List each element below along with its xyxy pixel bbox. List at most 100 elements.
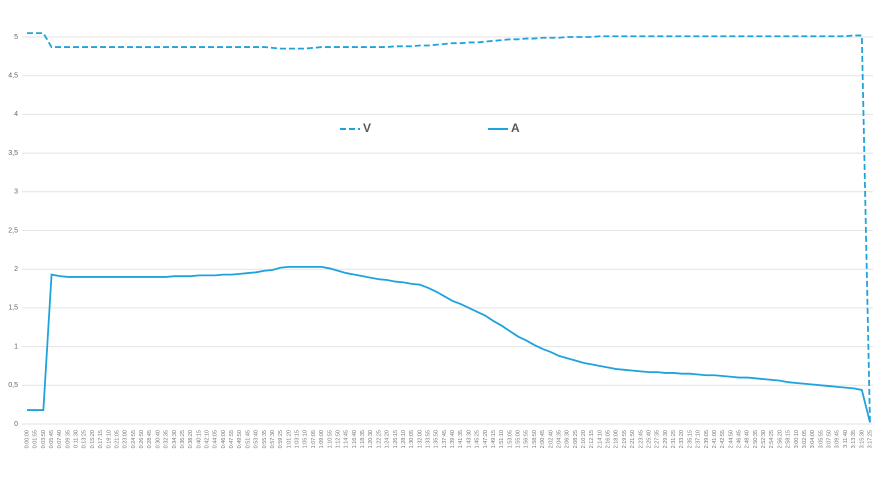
x-tick-label: 1:12:50 bbox=[335, 430, 341, 448]
x-tick-label: 1:09:00 bbox=[319, 430, 325, 448]
x-tick-label: 2:25:40 bbox=[646, 430, 652, 448]
x-tick-label: 2:10:20 bbox=[581, 430, 587, 448]
y-tick-label: 4 bbox=[14, 111, 18, 118]
y-tick-label: 3,5 bbox=[8, 150, 18, 157]
x-tick-label: 2:37:10 bbox=[696, 430, 702, 448]
x-tick-label: 0:17:15 bbox=[98, 430, 104, 448]
x-tick-label: 2:12:15 bbox=[589, 430, 595, 448]
x-tick-label: 2:23:45 bbox=[638, 430, 644, 448]
x-tick-label: 2:42:55 bbox=[720, 430, 726, 448]
x-tick-label: 2:48:40 bbox=[745, 430, 751, 448]
x-tick-label: 1:05:10 bbox=[303, 430, 309, 448]
x-tick-label: 1:16:40 bbox=[352, 430, 358, 448]
x-tick-label: 0:53:40 bbox=[254, 430, 260, 448]
x-tick-label: 0:03:50 bbox=[41, 430, 47, 448]
y-tick-label: 0 bbox=[14, 421, 18, 428]
x-tick-label: 0:36:25 bbox=[180, 430, 186, 448]
x-tick-label: 0:24:55 bbox=[131, 430, 137, 448]
x-tick-label: 1:22:25 bbox=[376, 430, 382, 448]
x-tick-label: 0:44:05 bbox=[213, 430, 219, 448]
y-tick-label: 1,5 bbox=[8, 305, 18, 312]
x-tick-label: 1:47:20 bbox=[483, 430, 489, 448]
x-tick-label: 0:30:40 bbox=[155, 430, 161, 448]
x-tick-label: 3:09:45 bbox=[835, 430, 841, 448]
x-tick-label: 1:51:10 bbox=[499, 430, 505, 448]
x-tick-label: 0:32:35 bbox=[164, 430, 170, 448]
x-tick-label: 0:59:25 bbox=[278, 430, 284, 448]
x-tick-label: 1:53:05 bbox=[507, 430, 513, 448]
x-tick-label: 1:41:35 bbox=[458, 430, 464, 448]
x-tick-label: 0:38:20 bbox=[188, 430, 194, 448]
x-tick-label: 0:05:45 bbox=[49, 430, 55, 448]
x-tick-label: 0:28:45 bbox=[147, 430, 153, 448]
y-tick-label: 4,5 bbox=[8, 73, 18, 80]
x-tick-label: 2:31:25 bbox=[671, 430, 677, 448]
x-tick-label: 3:04:00 bbox=[810, 430, 816, 448]
x-tick-label: 2:41:00 bbox=[712, 430, 718, 448]
series-line bbox=[27, 32, 871, 425]
x-tick-label: 0:55:35 bbox=[262, 430, 268, 448]
x-tick-label: 0:42:10 bbox=[205, 430, 211, 448]
x-tick-label: 1:32:00 bbox=[417, 430, 423, 448]
x-tick-label: 1:18:35 bbox=[360, 430, 366, 448]
x-tick-label: 2:08:25 bbox=[573, 430, 579, 448]
x-tick-label: 1:03:15 bbox=[295, 430, 301, 448]
x-tick-label: 3:15:30 bbox=[859, 430, 865, 448]
x-tick-label: 0:40:15 bbox=[196, 430, 202, 448]
x-tick-label: 2:29:30 bbox=[663, 430, 669, 448]
x-tick-label: 1:28:10 bbox=[401, 430, 407, 448]
legend-label: V bbox=[363, 121, 371, 135]
x-tick-label: 2:18:00 bbox=[614, 430, 620, 448]
x-tick-label: 2:14:10 bbox=[597, 430, 603, 448]
y-tick-label: 1 bbox=[14, 343, 18, 350]
x-tick-label: 0:46:00 bbox=[221, 430, 227, 448]
series-line bbox=[27, 265, 871, 423]
legend-label: A bbox=[511, 121, 520, 135]
x-tick-label: 0:47:55 bbox=[229, 430, 235, 448]
x-tick-label: 0:15:20 bbox=[90, 430, 96, 448]
x-tick-label: 0:01:55 bbox=[33, 430, 39, 448]
x-tick-label: 2:00:45 bbox=[540, 430, 546, 448]
x-tick-label: 3:02:05 bbox=[802, 430, 808, 448]
x-tick-label: 3:13:35 bbox=[851, 430, 857, 448]
y-tick-label: 2,5 bbox=[8, 227, 18, 234]
x-tick-label: 2:06:30 bbox=[565, 430, 571, 448]
y-tick-label: 2 bbox=[14, 266, 18, 273]
x-tick-label: 1:45:25 bbox=[475, 430, 481, 448]
x-tick-label: 3:07:50 bbox=[827, 430, 833, 448]
x-tick-label: 0:11:30 bbox=[74, 430, 80, 448]
x-tick-label: 0:07:40 bbox=[57, 430, 63, 448]
x-tick-label: 1:49:15 bbox=[491, 430, 497, 448]
x-tick-label: 1:10:55 bbox=[327, 430, 333, 448]
x-tick-label: 0:19:10 bbox=[106, 430, 112, 448]
x-tick-label: 1:24:20 bbox=[385, 430, 391, 448]
x-tick-label: 0:57:30 bbox=[270, 430, 276, 448]
x-tick-label: 2:27:35 bbox=[655, 430, 661, 448]
x-tick-label: 1:43:30 bbox=[466, 430, 472, 448]
x-tick-label: 2:58:15 bbox=[786, 430, 792, 448]
x-tick-label: 3:17:25 bbox=[867, 430, 873, 448]
x-tick-label: 0:09:35 bbox=[65, 430, 71, 448]
x-tick-label: 0:00:00 bbox=[24, 430, 30, 448]
x-tick-label: 0:13:25 bbox=[82, 430, 88, 448]
x-tick-label: 3:11:40 bbox=[843, 430, 849, 448]
x-tick-label: 2:16:05 bbox=[606, 430, 612, 448]
x-tick-label: 1:35:50 bbox=[434, 430, 440, 448]
x-tick-label: 1:20:30 bbox=[368, 430, 374, 448]
x-tick-label: 2:56:20 bbox=[777, 430, 783, 448]
x-tick-label: 0:23:00 bbox=[123, 430, 129, 448]
x-tick-label: 1:07:05 bbox=[311, 430, 317, 448]
x-tick-label: 3:00:10 bbox=[794, 430, 800, 448]
x-tick-label: 1:33:55 bbox=[425, 430, 431, 448]
x-tick-label: 0:26:50 bbox=[139, 430, 145, 448]
x-tick-label: 2:04:35 bbox=[556, 430, 562, 448]
x-tick-label: 1:30:05 bbox=[409, 430, 415, 448]
y-tick-label: 0,5 bbox=[8, 382, 18, 389]
x-tick-label: 2:52:30 bbox=[761, 430, 767, 448]
x-tick-label: 1:37:45 bbox=[442, 430, 448, 448]
x-tick-label: 2:19:55 bbox=[622, 430, 628, 448]
x-tick-label: 1:01:20 bbox=[286, 430, 292, 448]
x-tick-label: 2:02:40 bbox=[548, 430, 554, 448]
